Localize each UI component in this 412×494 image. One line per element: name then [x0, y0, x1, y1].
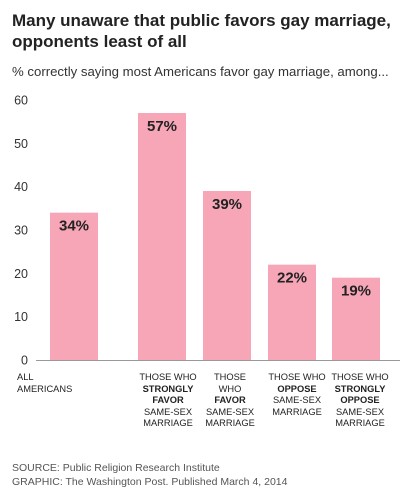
- category-label-line: MARRIAGE: [143, 418, 193, 428]
- bar: [50, 212, 98, 360]
- category-label-line: MARRIAGE: [335, 418, 385, 428]
- y-tick-label: 50: [14, 137, 28, 151]
- source-text: SOURCE: Public Religion Research Institu…: [12, 462, 220, 474]
- bar: [203, 191, 251, 360]
- y-tick-label: 60: [14, 94, 28, 108]
- category-label-line: SAME-SEX: [205, 406, 255, 417]
- category-label-line: THOSE WHO: [331, 372, 389, 382]
- data-label: 19%: [341, 283, 371, 300]
- y-tick-label: 20: [14, 267, 28, 281]
- category-label-line: STRONGLY: [334, 383, 386, 394]
- category-label-line: MARRIAGE: [272, 406, 322, 417]
- category-label-line: MARRIAGE: [205, 418, 255, 428]
- category-label: THOSE WHO STRONGLY FAVOR SAME-SEX MARRIAGE: [135, 372, 201, 430]
- category-label-line: SAME-SEX: [335, 406, 385, 417]
- y-tick-label: 40: [14, 180, 28, 194]
- category-label-line: STRONGLY: [142, 383, 194, 394]
- y-tick-label: 10: [14, 310, 28, 324]
- category-label: ALL AMERICANS: [17, 372, 87, 395]
- y-tick-label: 30: [14, 224, 28, 238]
- category-label-line: THOSE WHO: [213, 372, 247, 394]
- category-label-line: AMERICANS: [17, 383, 73, 394]
- bar: [268, 264, 316, 360]
- graphic-credit: GRAPHIC: The Washington Post. Published …: [12, 475, 288, 488]
- category-label: THOSE WHO STRONGLY OPPOSE SAME-SEX MARRIAGE: [330, 372, 390, 430]
- category-label-line: THOSE WHO: [139, 372, 197, 382]
- chart-subtitle: % correctly saying most Americans favor …: [12, 64, 389, 79]
- data-label: 34%: [59, 218, 89, 235]
- bar: [332, 277, 380, 360]
- source-note: SOURCE: Public Religion Research Institu…: [12, 462, 287, 489]
- bar: [138, 113, 186, 360]
- data-label: 39%: [212, 196, 242, 213]
- category-label-line: FAVOR: [214, 395, 246, 405]
- category-label-line: OPPOSE: [277, 383, 317, 394]
- chart-title: Many unaware that public favors gay marr…: [12, 11, 391, 51]
- category-label-line: THOSE WHO: [268, 372, 326, 382]
- data-label: 22%: [277, 270, 307, 287]
- data-label: 57%: [147, 118, 177, 135]
- category-label-line: SAME-SEX: [272, 395, 322, 405]
- category-label-line: OPPOSE: [340, 395, 380, 405]
- category-label: THOSE WHO OPPOSE SAME-SEX MARRIAGE: [268, 372, 326, 418]
- category-label-line: ALL: [17, 372, 34, 382]
- category-label-line: SAME-SEX: [143, 406, 193, 417]
- y-tick-label: 0: [21, 354, 28, 368]
- category-label: THOSE WHO FAVOR SAME-SEX MARRIAGE: [202, 372, 258, 430]
- category-label-line: FAVOR: [152, 395, 184, 405]
